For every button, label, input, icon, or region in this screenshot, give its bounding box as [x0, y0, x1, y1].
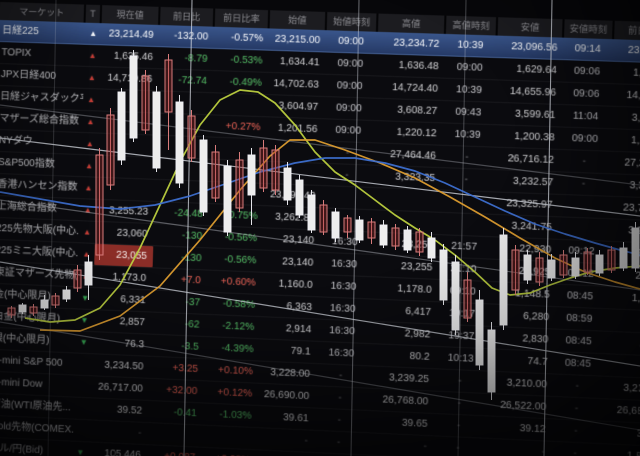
candlestick-chart[interactable] [0, 0, 640, 456]
trading-terminal-screen: マーケット T 現在値 前日比 前日比率 始値 始値時刻 高値 高値時刻 安値 … [0, 0, 640, 456]
